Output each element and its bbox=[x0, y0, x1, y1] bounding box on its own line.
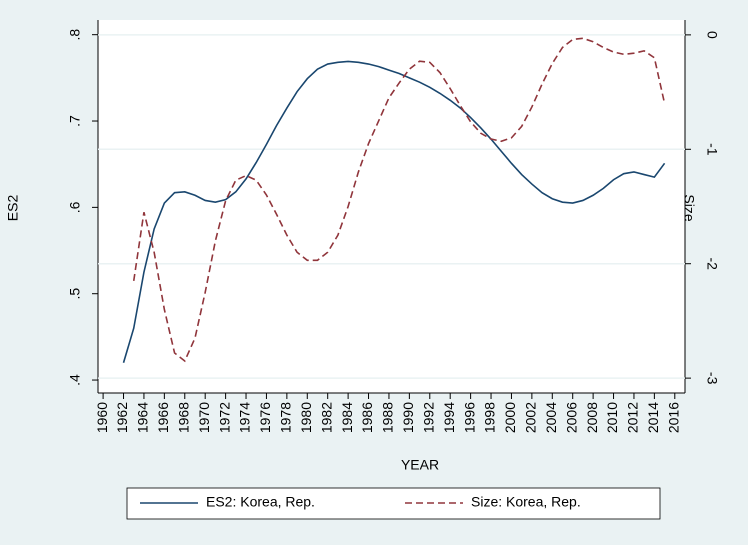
y2-axis-label: Size bbox=[681, 194, 697, 221]
y-tick-label: .7 bbox=[67, 115, 83, 127]
x-tick-label: 1966 bbox=[155, 402, 171, 433]
x-tick-label: 2008 bbox=[584, 402, 600, 433]
x-tick-label: 2010 bbox=[604, 402, 620, 433]
plot-area bbox=[98, 20, 685, 393]
x-tick-label: 1974 bbox=[237, 402, 253, 433]
series-line bbox=[122, 60, 666, 364]
y2-tick-label: -2 bbox=[704, 257, 720, 270]
x-tick-label: 1988 bbox=[380, 402, 396, 433]
x-tick-label: 1962 bbox=[114, 402, 130, 433]
legend-label: Size: Korea, Rep. bbox=[471, 494, 581, 510]
x-tick-label: 2006 bbox=[563, 402, 579, 433]
x-tick-label: 2016 bbox=[665, 402, 681, 433]
x-tick-label: 1986 bbox=[359, 402, 375, 433]
legend bbox=[126, 487, 661, 520]
y-tick-label: .8 bbox=[67, 29, 83, 41]
x-tick-label: 1964 bbox=[135, 402, 151, 433]
y-tick-label: .5 bbox=[67, 288, 83, 300]
x-tick-label: 2012 bbox=[625, 402, 641, 433]
x-tick-label: 1998 bbox=[482, 402, 498, 433]
x-tick-label: 2014 bbox=[645, 402, 661, 433]
y-tick-label: .4 bbox=[67, 374, 83, 386]
x-axis-label: YEAR bbox=[401, 457, 439, 473]
x-tick-label: 1982 bbox=[318, 402, 334, 433]
x-tick-label: 1970 bbox=[196, 402, 212, 433]
x-tick-label: 1968 bbox=[175, 402, 191, 433]
series-line bbox=[132, 37, 666, 363]
y2-tick-label: 0 bbox=[704, 31, 720, 39]
x-tick-label: 1996 bbox=[461, 402, 477, 433]
y-tick-label: .6 bbox=[67, 201, 83, 213]
x-tick-label: 2002 bbox=[523, 402, 539, 433]
x-tick-label: 2004 bbox=[543, 402, 559, 433]
x-tick-label: 1984 bbox=[339, 402, 355, 433]
x-tick-label: 1994 bbox=[441, 402, 457, 433]
legend-label: ES2: Korea, Rep. bbox=[206, 494, 315, 510]
y2-tick-label: -3 bbox=[704, 372, 720, 385]
y-axis-label: ES2 bbox=[5, 195, 21, 222]
x-tick-label: 1976 bbox=[257, 402, 273, 433]
x-tick-label: 1978 bbox=[278, 402, 294, 433]
x-tick-label: 2000 bbox=[502, 402, 518, 433]
x-tick-label: 1992 bbox=[420, 402, 436, 433]
x-tick-label: 1972 bbox=[216, 402, 232, 433]
x-tick-label: 1960 bbox=[94, 402, 110, 433]
x-tick-label: 1990 bbox=[400, 402, 416, 433]
x-tick-label: 1980 bbox=[298, 402, 314, 433]
y2-tick-label: -1 bbox=[704, 143, 720, 156]
